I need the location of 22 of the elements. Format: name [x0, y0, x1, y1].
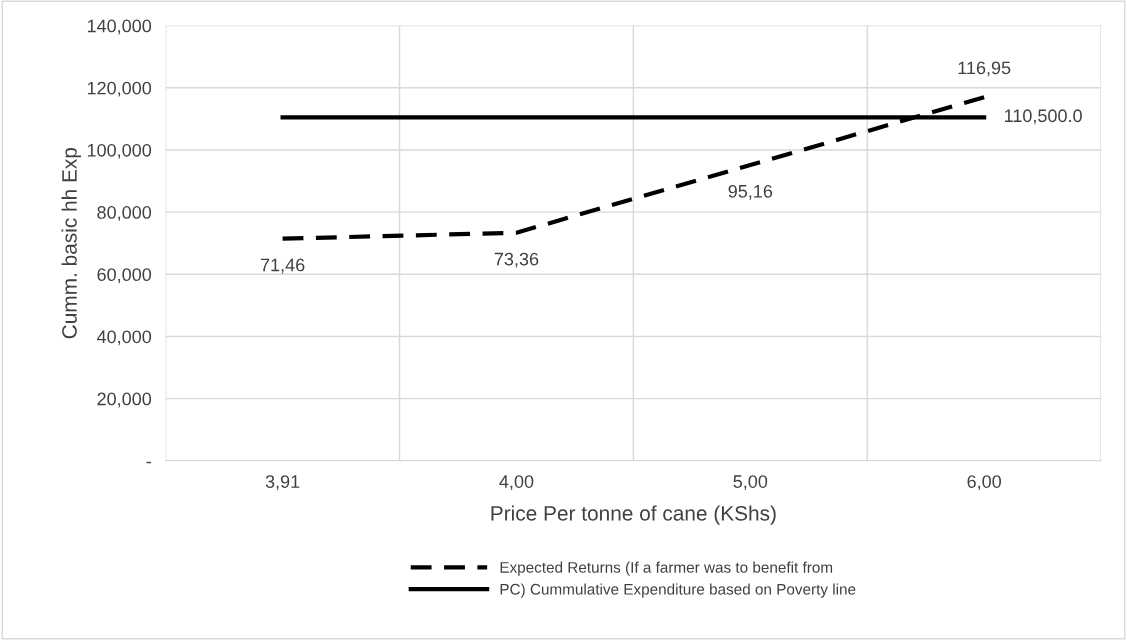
y-tick-label: 120,000: [87, 81, 152, 97]
y-tick-label: 40,000: [96, 330, 152, 346]
data-label: 110,500.0: [1004, 109, 1082, 125]
annotation: 73,36: [494, 252, 539, 268]
legend-label: PC) Cummulative Expenditure based on Poverty line: [500, 583, 856, 598]
annotation: 71,46: [260, 258, 305, 274]
y-tick-label: 100,000: [87, 143, 152, 159]
x-tick-label: 6,00: [967, 475, 1002, 491]
x-tick-label: 3,91: [265, 475, 300, 491]
y-axis-title: Cumm. basic hh Exp: [61, 147, 81, 339]
y-tick-label: 80,000: [97, 206, 152, 221]
y-tick-label: 20,000: [97, 392, 152, 408]
annotation: 116,95: [958, 61, 1011, 77]
y-tick-label: 140,000: [87, 19, 152, 35]
line-series: [280, 95, 987, 241]
x-tick-label: 5,00: [733, 475, 768, 491]
legend-label: Expected Returns (If a farmer was to benefit from: [500, 561, 833, 576]
annotation: 95,16: [728, 184, 773, 200]
y-tick-label: -: [146, 461, 151, 464]
x-tick-label: 4,00: [499, 475, 534, 491]
x-axis-title: Price Per tonne of cane (KShs): [491, 505, 776, 525]
y-tick-label: 60,000: [97, 268, 152, 284]
